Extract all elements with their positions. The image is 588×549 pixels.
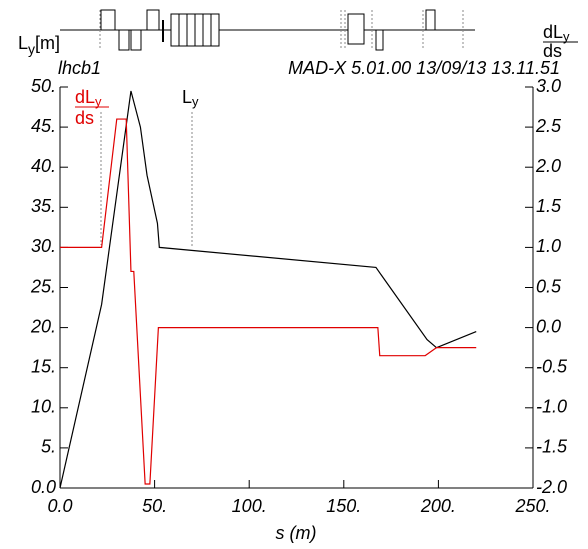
chart-title: lhcb1 <box>58 58 101 78</box>
beamline <box>60 9 475 51</box>
y-label-sub: y <box>28 41 35 57</box>
y-tick-label: 50. <box>31 76 56 96</box>
y2-tick-label: -0.5 <box>536 356 568 376</box>
x-tick-label: 150. <box>326 496 361 516</box>
y-tick-label: 10. <box>31 397 56 417</box>
y-tick-label: 25. <box>30 276 56 296</box>
y2-axis-label-top: dLy <box>543 22 570 45</box>
y2-tick-label: -1.5 <box>536 437 568 457</box>
y-tick-label: 30. <box>31 236 56 256</box>
x-axis-label: s (m) <box>276 523 317 543</box>
y2-tick-label: 2.5 <box>535 116 562 136</box>
y2-label-den: ds <box>543 41 562 61</box>
chart-subtitle: MAD-X 5.01.00 13/09/13 13.11.51 <box>288 58 560 78</box>
x-tick-label: 100. <box>232 496 267 516</box>
y-tick-label: 0.0 <box>31 477 56 497</box>
label-sub: y <box>95 94 102 109</box>
label-num: dL <box>75 87 95 107</box>
series-label: dLy <box>75 87 102 110</box>
y-tick-label: 15. <box>31 356 56 376</box>
x-tick-label: 200. <box>420 496 456 516</box>
frame <box>59 87 534 489</box>
y2-tick-label: -1.0 <box>536 397 567 417</box>
y-tick-label: 40. <box>31 156 56 176</box>
y-label-base: L <box>18 33 28 53</box>
y-tick-label: 35. <box>31 196 56 216</box>
y-label-unit: [m] <box>35 33 60 53</box>
y-tick-label: 20. <box>30 316 56 336</box>
series-line <box>60 118 477 485</box>
series-line <box>59 90 477 489</box>
y-axis-label: Ly[m] <box>18 33 60 57</box>
label-sub: y <box>192 94 199 109</box>
y-tick-label: 5. <box>41 437 56 457</box>
y2-tick-label: 2.0 <box>535 156 561 176</box>
y2-label-num: dL <box>543 22 563 42</box>
y-tick-label: 45. <box>31 116 56 136</box>
x-tick-label: 50. <box>142 496 167 516</box>
y2-tick-label: 3.0 <box>536 76 561 96</box>
y2-tick-label: 1.0 <box>536 236 561 256</box>
y2-tick-label: 0.5 <box>536 276 562 296</box>
x-tick-label: 250. <box>514 496 550 516</box>
y2-label-sub: y <box>563 29 570 44</box>
y2-tick-label: 0.0 <box>536 316 561 336</box>
y2-tick-label: -2.0 <box>536 477 567 497</box>
x-tick-label: 0.0 <box>47 496 72 516</box>
series-label: Ly <box>182 87 199 110</box>
label-den: ds <box>75 108 94 128</box>
y2-tick-label: 1.5 <box>536 196 562 216</box>
label-base: L <box>182 87 192 107</box>
